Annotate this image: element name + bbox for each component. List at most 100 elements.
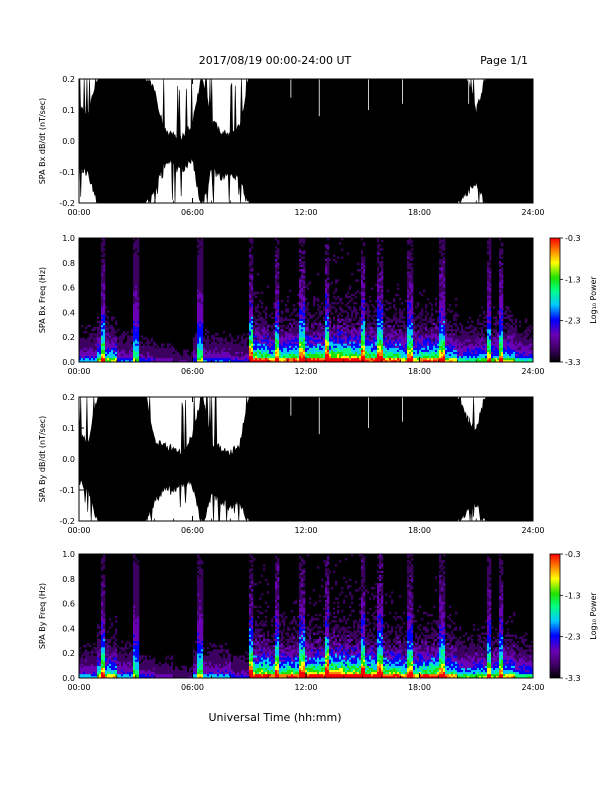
spectrogram-cell [89, 349, 92, 352]
spectrogram-cell [263, 324, 266, 328]
spectrogram-cell [129, 343, 132, 346]
spectrogram-cell [407, 347, 410, 350]
spectrogram-cell [103, 287, 106, 290]
spectrogram-cell [429, 302, 432, 305]
spectrogram-cell [157, 351, 160, 355]
spectrogram-cell [135, 271, 138, 274]
spectrogram-cell [331, 335, 334, 338]
spectrogram-cell [373, 322, 376, 326]
spectrogram-cell [377, 240, 380, 243]
spectrogram-cell [325, 310, 328, 313]
spectrogram-cell [353, 293, 356, 297]
spectrogram-cell [405, 351, 408, 355]
spectrogram-cell [191, 355, 194, 359]
spectrogram-cell [297, 347, 300, 350]
spectrogram-cell [393, 264, 396, 268]
spectrogram-cell [425, 337, 428, 340]
spectrogram-cell [387, 351, 390, 355]
spectrogram-cell [137, 271, 140, 274]
spectrogram-cell [405, 328, 408, 332]
spectrogram-cell [333, 335, 336, 338]
spectrogram-cell [313, 333, 316, 336]
spectrogram-cell [337, 302, 340, 305]
spectrogram-cell [199, 281, 202, 284]
spectrogram-cell [237, 341, 240, 344]
spectrogram-cell [197, 254, 200, 257]
spectrogram-cell [265, 349, 268, 352]
spectrogram-cell [115, 331, 118, 334]
spectrogram-cell [303, 285, 306, 288]
spectrogram-cell [323, 353, 326, 357]
spectrogram-cell [131, 355, 134, 359]
spectrogram-cell [143, 345, 146, 348]
spectrogram-cell [135, 347, 138, 350]
spectrogram-cell [353, 302, 356, 305]
spectrogram-cell [323, 337, 326, 340]
spectrogram-cell [273, 300, 276, 303]
spectrogram-cell [427, 349, 430, 352]
spectrogram-cell [413, 339, 416, 342]
spectrogram-cell [365, 357, 368, 361]
spectrogram-cell [101, 252, 104, 255]
spectrogram-cell [251, 326, 254, 330]
spectrogram-cell [261, 335, 264, 338]
spectrogram-cell [303, 314, 306, 317]
spectrogram-cell [153, 359, 156, 363]
spectrogram-cell [317, 353, 320, 357]
spectrogram-cell [383, 343, 386, 346]
spectrogram-cell [261, 333, 264, 336]
spectrogram-cell [99, 347, 102, 350]
spectrogram-cell [359, 291, 362, 295]
spectrogram-cell [137, 300, 140, 303]
spectrogram-cell [459, 345, 462, 348]
spectrogram-cell [81, 351, 84, 355]
spectrogram-cell [439, 324, 442, 328]
spectrogram-cell [271, 341, 274, 344]
spectrogram-cell [365, 351, 368, 355]
spectrogram-cell [317, 328, 320, 332]
spectrogram-cell [193, 359, 196, 363]
spectrogram-cell [439, 306, 442, 309]
spectrogram-cell [133, 306, 136, 309]
spectrogram-cell [327, 339, 330, 342]
spectrogram-cell [217, 345, 220, 348]
spectrogram-cell [197, 339, 200, 342]
spectrogram-cell [419, 287, 422, 290]
spectrogram-cell [101, 293, 104, 297]
spectrogram-cell [127, 341, 130, 344]
spectrogram-cell [305, 335, 308, 338]
spectrogram-cell [443, 244, 446, 247]
spectrogram-cell [215, 359, 218, 363]
spectrogram-cell [397, 300, 400, 303]
spectrogram-cell [127, 353, 130, 357]
spectrogram-cell [105, 353, 108, 357]
spectrogram-cell [363, 256, 366, 259]
spectrogram-cell [431, 318, 434, 321]
spectrogram-cell [321, 328, 324, 332]
spectrogram-cell [275, 260, 278, 264]
spectrogram-cell [429, 320, 432, 324]
spectrogram-cell [323, 343, 326, 346]
spectrogram-cell [313, 337, 316, 340]
spectrogram-cell [305, 339, 308, 342]
spectrogram-cell [135, 316, 138, 319]
spectrogram-cell [439, 335, 442, 338]
spectrogram-cell [127, 331, 130, 334]
spectrogram-cell [101, 345, 104, 348]
spectrogram-cell [227, 353, 230, 357]
spectrogram-cell [439, 238, 442, 241]
spectrogram-cell [111, 324, 114, 328]
spectrogram-cell [355, 335, 358, 338]
spectrogram-cell [313, 295, 316, 299]
spectrogram-cell [197, 281, 200, 284]
spectrogram-cell [109, 339, 112, 342]
spectrogram-cell [269, 287, 272, 290]
spectrogram-cell [279, 339, 282, 342]
spectrogram-cell [241, 353, 244, 357]
spectrogram-cell [319, 326, 322, 330]
spectrogram-cell [145, 347, 148, 350]
spectrogram-cell [181, 351, 184, 355]
spectrogram-cell [137, 326, 140, 330]
spectrogram-cell [437, 328, 440, 332]
spectrogram-cell [303, 256, 306, 259]
